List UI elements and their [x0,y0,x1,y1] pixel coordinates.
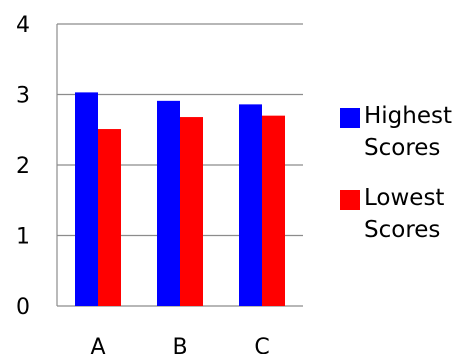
bars [75,92,285,307]
x-tick-label: C [254,335,269,354]
x-tick-label: A [90,335,105,354]
legend-swatch-highest [340,108,360,128]
y-tick-label: 0 [16,295,30,320]
bar [75,92,98,306]
legend: Highest Scores Lowest Scores [340,100,460,264]
bar [180,117,203,306]
y-tick-label: 2 [16,154,30,179]
x-tick-label: B [172,335,187,354]
y-tick-label: 3 [16,84,30,109]
x-axis-tick-labels: A B C [90,335,269,354]
y-axis-tick-labels: 0 1 2 3 4 [16,13,30,320]
y-tick-label: 1 [16,225,30,250]
legend-label-highest: Highest Scores [364,103,453,161]
legend-item-highest: Highest Scores [340,100,460,164]
y-tick-label: 4 [16,13,30,38]
legend-item-lowest: Lowest Scores [340,182,460,246]
bar [157,100,180,306]
legend-label-lowest: Lowest Scores [364,185,445,243]
bar [239,104,262,307]
bar [98,129,121,306]
bar [262,115,285,307]
legend-swatch-lowest [340,190,360,210]
